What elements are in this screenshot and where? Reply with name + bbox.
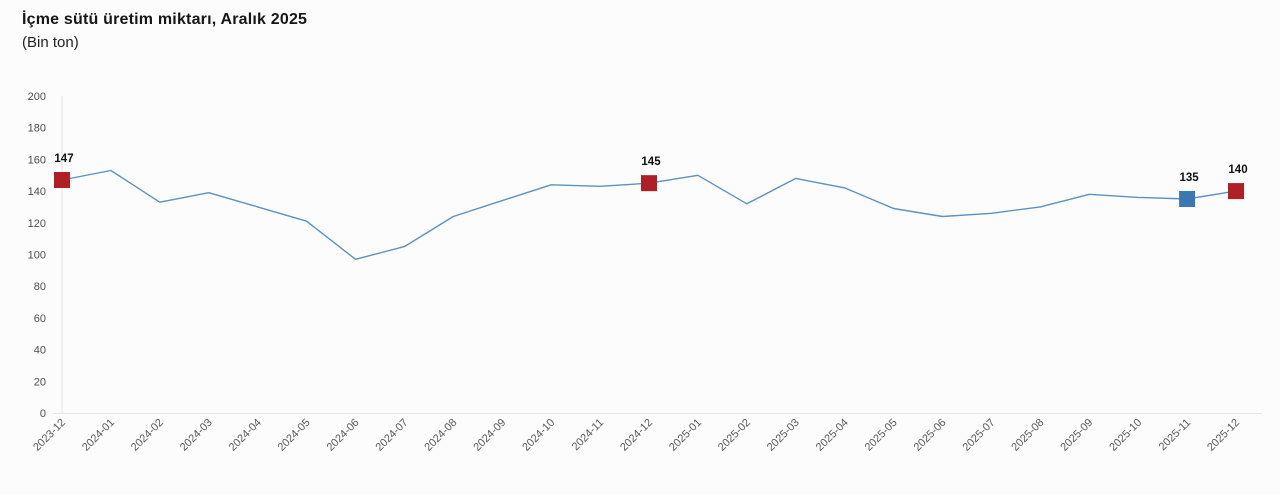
x-axis-tick-label: 2025-01 [667,417,704,454]
y-axis-tick-label: 80 [34,281,46,293]
x-axis-tick-label: 2024-09 [471,417,508,454]
x-axis-tick-label: 2023-12 [31,417,68,454]
x-axis-tick-label: 2025-12 [1205,417,1242,454]
data-point-marker[interactable] [641,175,657,192]
y-axis-tick-label: 120 [28,218,46,230]
point-value-label: 147 [54,153,73,165]
x-axis-tick-label: 2025-07 [961,417,998,454]
x-axis-tick-label: 2024-07 [374,417,411,454]
y-axis-tick-label: 60 [34,313,46,325]
x-axis-tick-label: 2024-02 [129,417,166,454]
y-axis-tick-label: 0 [40,408,46,420]
chart-subtitle: (Bin ton) [22,34,79,51]
x-axis-tick-label: 2025-06 [912,417,949,454]
x-axis-tick-label: 2024-03 [178,417,215,454]
x-axis-tick-label: 2025-05 [863,417,900,454]
point-value-label: 135 [1179,172,1199,184]
y-axis-tick-label: 100 [28,250,46,262]
y-axis-tick-label: 160 [28,154,46,166]
x-axis-tick-label: 2025-09 [1058,417,1095,454]
point-value-label: 140 [1228,164,1247,176]
x-axis-tick-label: 2025-10 [1107,417,1144,454]
data-point-marker[interactable] [54,172,70,189]
x-axis-tick-label: 2024-01 [80,417,117,454]
y-axis-tick-label: 40 [34,345,46,357]
data-point-marker[interactable] [1228,183,1244,200]
y-axis-tick-label: 140 [28,186,46,198]
x-axis-tick-label: 2025-02 [716,417,753,454]
x-axis-tick-label: 2024-11 [570,417,606,453]
point-value-label: 145 [641,156,661,168]
x-axis-tick-label: 2024-05 [276,417,313,454]
x-axis-tick-label: 2025-04 [814,417,851,454]
y-axis-tick-label: 180 [28,123,46,135]
data-point-marker[interactable] [1179,191,1196,208]
x-axis-tick-label: 2024-04 [227,417,264,454]
x-axis-tick-label: 2025-08 [1009,417,1046,454]
x-axis-tick-label: 2024-08 [422,417,459,454]
y-axis-tick-label: 200 [28,91,46,103]
y-axis-tick-label: 20 [34,376,46,388]
chart-title: İçme sütü üretim miktarı, Aralık 2025 [22,11,308,28]
x-axis-tick-label: 2025-11 [1157,417,1193,453]
x-axis-tick-label: 2024-06 [325,417,362,454]
x-axis-tick-label: 2025-03 [765,417,802,454]
chart-header: İçme sütü üretim miktarı, Aralık 2025 (B… [22,8,307,54]
x-axis-tick-label: 2024-12 [618,417,655,454]
x-axis-tick-label: 2024-10 [520,417,557,454]
